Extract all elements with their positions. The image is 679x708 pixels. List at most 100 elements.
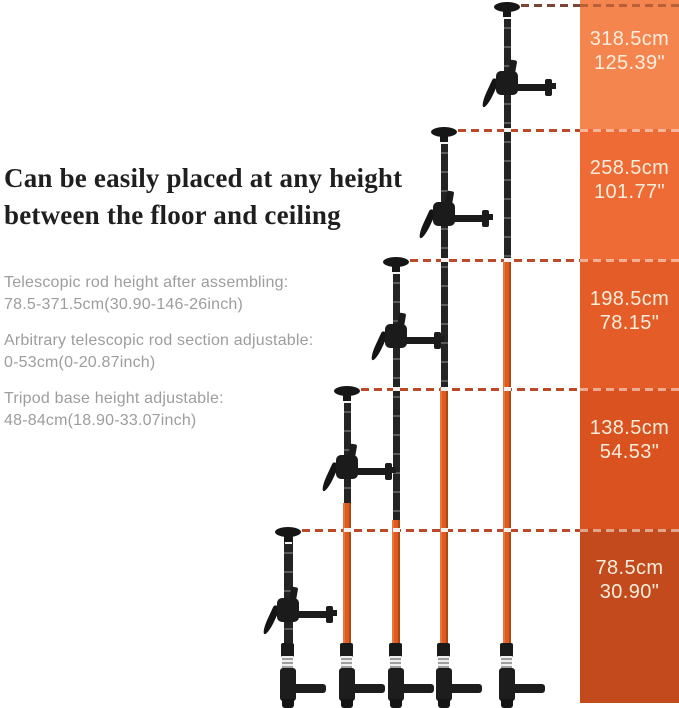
height-dash-line	[361, 388, 580, 391]
height-cm-label: 258.5cm	[589, 157, 670, 179]
height-dash-line	[458, 129, 580, 132]
base-pad	[438, 699, 450, 708]
tripod-foot	[403, 684, 434, 693]
tripod-foot	[451, 684, 482, 693]
pole-cap-stem	[284, 533, 292, 542]
spec-value: 0-53cm(0-20.87inch)	[4, 354, 156, 371]
section-joint-band	[393, 528, 400, 532]
section-joint-band	[441, 528, 448, 532]
silver-coupler	[341, 656, 352, 669]
spec-list: Telescopic rod height after assembling: …	[4, 272, 313, 446]
clamp-body	[336, 455, 358, 479]
height-inch-label: 54.53"	[599, 441, 660, 463]
base-tube	[436, 668, 452, 701]
pole-collar	[281, 643, 294, 657]
height-block-318: 318.5cm 125.39"	[580, 0, 679, 129]
base-tube	[499, 668, 515, 701]
pole-cap-stem	[503, 8, 511, 17]
clamp-body	[496, 71, 518, 95]
base-tube	[339, 668, 355, 701]
clamp-arm	[453, 215, 484, 222]
pole-collar	[500, 643, 513, 657]
pole-cap	[334, 386, 360, 396]
clamp-arm	[356, 468, 387, 475]
spec-item-tripod-base: Tripod base height adjustable: 48-84cm(1…	[4, 388, 313, 432]
height-dash-line-over-block	[580, 4, 679, 7]
silver-coupler	[438, 656, 449, 669]
height-block-198: 198.5cm 78.15"	[580, 260, 679, 389]
height-inch-label: 30.90"	[599, 581, 660, 603]
height-inch-label: 101.77"	[593, 181, 666, 203]
clamp-arm	[297, 611, 328, 618]
cap-joint-band	[344, 400, 351, 403]
spec-value: 78.5-371.5cm(30.90-146-26inch)	[4, 296, 244, 313]
section-joint-band	[441, 387, 448, 391]
pole-upper-black-section	[284, 535, 293, 643]
pole-cap	[275, 527, 301, 537]
headline: Can be easily placed at any height betwe…	[4, 160, 402, 234]
pole-upper-black-section	[344, 394, 351, 503]
clamp-arm-end	[326, 606, 333, 623]
height-cm-label: 138.5cm	[589, 417, 670, 439]
clamp-arm-screw	[391, 467, 396, 473]
pole-lower-orange-section	[343, 503, 351, 643]
height-block-258: 258.5cm 101.77"	[580, 129, 679, 260]
height-dash-line	[521, 4, 580, 7]
section-joint-band	[504, 128, 511, 132]
spec-label: Tripod base height adjustable:	[4, 390, 224, 407]
headline-line1: Can be easily placed at any height	[4, 163, 403, 193]
headline-line2: between the floor and ceiling	[4, 200, 341, 230]
base-pad	[341, 699, 353, 708]
pole-cap	[383, 257, 409, 267]
clamp-arm-end	[482, 210, 489, 227]
height-dash-line-over-block	[580, 529, 679, 532]
pole-cap	[494, 2, 520, 12]
base-tube	[388, 668, 404, 701]
clamp-arm-screw	[488, 214, 493, 220]
section-joint-band	[504, 387, 511, 391]
spec-value: 48-84cm(18.90-33.07inch)	[4, 412, 197, 429]
clamp-body	[385, 324, 407, 348]
clamp-arm-screw	[332, 610, 337, 616]
section-joint-band	[441, 258, 448, 262]
clamp-arm-screw	[440, 336, 445, 342]
pole-upper-black-section	[393, 265, 400, 520]
height-cm-label: 78.5cm	[595, 557, 664, 579]
height-dash-line-over-block	[580, 388, 679, 391]
height-dash-line-over-block	[580, 259, 679, 262]
spec-label: Telescopic rod height after assembling:	[4, 274, 289, 291]
pole-upper-black-section	[504, 10, 511, 261]
pole-lower-orange-section	[440, 387, 448, 643]
tripod-foot	[354, 684, 385, 693]
clamp-arm	[405, 337, 436, 344]
section-joint-band	[344, 528, 351, 532]
silver-coupler	[390, 656, 401, 669]
pole-cap-stem	[343, 392, 351, 401]
height-cm-label: 318.5cm	[589, 28, 670, 50]
height-dash-line-over-block	[580, 129, 679, 132]
pole-collar	[340, 643, 353, 657]
pole-collar	[389, 643, 402, 657]
clamp-arm	[516, 84, 547, 91]
clamp-arm-screw	[551, 83, 556, 89]
silver-coupler	[282, 656, 293, 669]
cap-joint-band	[393, 271, 400, 274]
spec-label: Arbitrary telescopic rod section adjusta…	[4, 332, 314, 349]
height-block-78: 78.5cm 30.90"	[580, 529, 679, 703]
clamp-arm-end	[545, 79, 552, 96]
base-pad	[282, 699, 294, 708]
clamp-body	[277, 598, 299, 622]
clamp-arm-end	[434, 332, 441, 349]
section-joint-band	[504, 258, 511, 262]
tripod-foot	[295, 684, 326, 693]
pole-cap-stem	[392, 263, 400, 272]
height-inch-label: 78.15"	[599, 312, 660, 334]
height-block-138: 138.5cm 54.53"	[580, 389, 679, 529]
base-tube	[280, 668, 296, 701]
clamp-body	[433, 202, 455, 226]
base-pad	[501, 699, 513, 708]
clamp-arm-end	[385, 463, 392, 480]
spec-item-section-adjust: Arbitrary telescopic rod section adjusta…	[4, 330, 313, 374]
height-cm-label: 198.5cm	[589, 288, 670, 310]
